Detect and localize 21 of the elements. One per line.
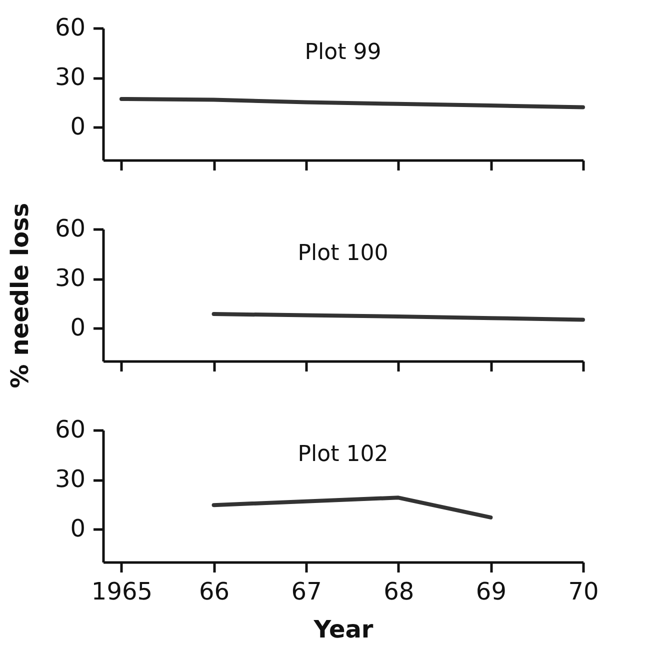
x-tick-label: 67	[291, 578, 322, 606]
y-tick-label: 30	[54, 63, 86, 91]
y-tick-label: 60	[54, 14, 86, 42]
x-tick-label: 66	[198, 578, 230, 606]
line-series	[119, 96, 585, 110]
x-tick-label: 69	[476, 578, 506, 606]
text: Plot 100	[298, 241, 388, 266]
text: Plot 102	[298, 442, 388, 467]
text: Plot 99	[304, 40, 382, 65]
y-tick-label: 60	[54, 416, 86, 444]
x-axis-title: Year	[312, 616, 374, 644]
y-axis-title: % needle loss	[6, 202, 34, 388]
y-tick-label: 30	[54, 465, 86, 493]
x-tick-label: 68	[384, 578, 414, 606]
y-tick-label: 30	[54, 264, 86, 292]
y-tick-label: 0	[70, 514, 86, 542]
y-tick-label: 0	[70, 314, 86, 342]
y-tick-label: 60	[54, 214, 86, 242]
x-tick-label: 1965	[91, 578, 152, 606]
x-tick-label: 70	[568, 578, 599, 606]
y-tick-label: 0	[70, 112, 86, 140]
